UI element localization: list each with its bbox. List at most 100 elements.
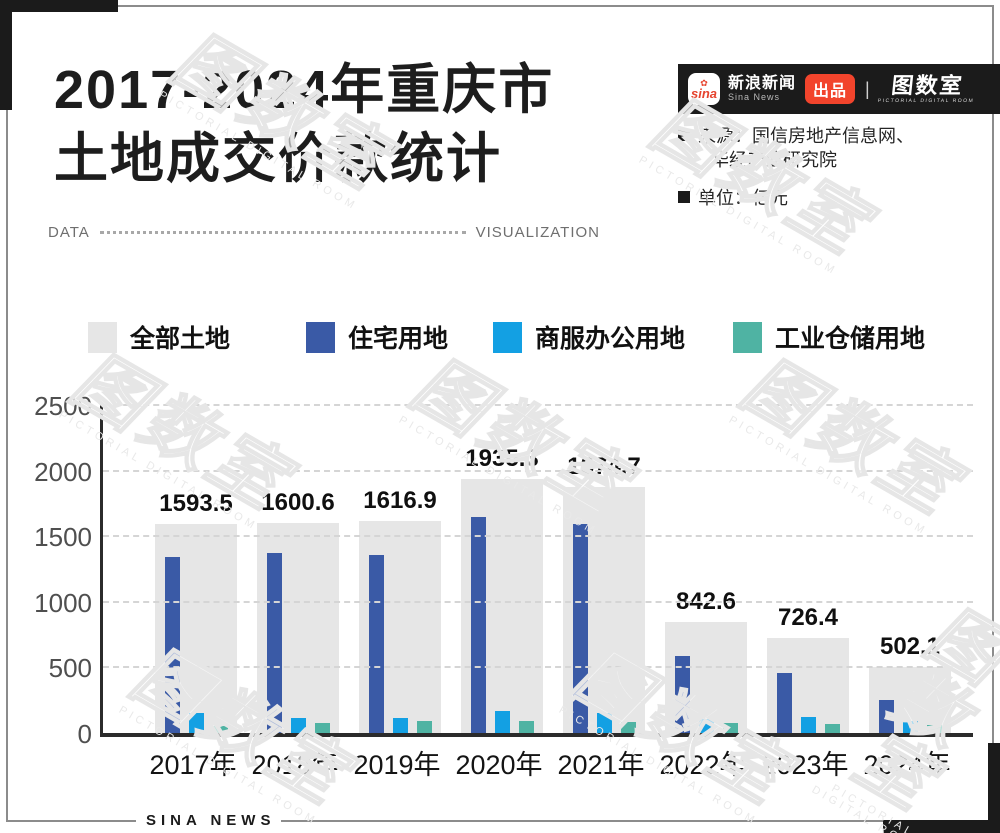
bar-group-2022年: 842.6: [665, 405, 747, 733]
gridline-2000: [103, 469, 973, 472]
legend-item-商服办公用地: 商服办公用地: [493, 319, 685, 355]
source-block: 来源：国信房地产信息网、 华经产业研究院 单位：亿元: [678, 124, 990, 223]
source-line2: 华经产业研究院: [711, 150, 837, 171]
sub-bar-住宅用地: [165, 557, 180, 733]
frame-corner-topleft-h: [0, 0, 118, 12]
legend-label: 商服办公用地: [535, 325, 686, 353]
frame-bottom-line-left: [6, 820, 136, 822]
brand-name-cn: 新浪新闻: [728, 75, 797, 93]
gridline-1000: [103, 600, 973, 603]
sub-bar-住宅用地: [267, 553, 282, 733]
y-tick-label: 1500: [34, 522, 92, 553]
frame-corner-topleft-v: [0, 0, 12, 110]
square-bullet-icon: [678, 129, 690, 141]
sub-bar-工业仓储用地: [519, 721, 534, 733]
unit-row: 单位：亿元: [678, 186, 990, 210]
sub-bar-工业仓储用地: [213, 725, 228, 733]
studio-logo: 图数室 PICTORIAL DIGITAL ROOM: [877, 72, 976, 104]
x-axis-label: 2018年: [251, 750, 339, 780]
bar-group-2017年: 1593.5: [155, 405, 237, 733]
source-text: 来源：国信房地产信息网、 华经产业研究院: [698, 124, 914, 173]
sub-bar-工业仓储用地: [621, 721, 636, 733]
frame-top-line: [118, 5, 994, 7]
legend-label: 工业仓储用地: [775, 325, 926, 353]
y-tick-label: 0: [77, 719, 92, 749]
divider-left-label: DATA: [48, 224, 90, 241]
footer-brand: SINA NEWS: [140, 812, 282, 829]
legend-label: 住宅用地: [348, 325, 449, 353]
bar-value-label: 1600.6: [261, 489, 335, 517]
bar-group-2019年: 1616.9: [359, 405, 441, 733]
legend-item-全部土地: 全部土地: [88, 319, 230, 355]
bar-value-label: 1616.9: [363, 486, 437, 514]
bar-group-2018年: 1600.6: [257, 405, 339, 733]
divider-dotted-line: [99, 231, 466, 234]
gridline-2500: [103, 404, 973, 406]
frame-corner-bottomright-h: [883, 820, 1000, 833]
bar-group-2024年: 502.1: [869, 405, 951, 733]
y-tick-label: 2500: [34, 391, 92, 421]
sub-bar-住宅用地: [369, 554, 384, 733]
sub-bar-商服办公用地: [291, 717, 306, 733]
bar-group-2023年: 726.4: [767, 405, 849, 733]
page-title-line2: 土地成交价款统计: [54, 129, 502, 190]
legend-label: 全部土地: [130, 325, 231, 353]
studio-logo-en: PICTORIAL DIGITAL ROOM: [877, 97, 975, 104]
data-visualization-divider: DATA VISUALIZATION: [48, 224, 600, 241]
sub-bar-商服办公用地: [495, 711, 510, 733]
gridline-500: [103, 666, 973, 669]
sub-bar-商服办公用地: [699, 718, 714, 733]
sub-bar-工业仓储用地: [723, 723, 738, 733]
studio-logo-cn: 图数室: [889, 72, 965, 98]
sina-logo-text: sina: [690, 85, 717, 101]
sub-bar-住宅用地: [471, 517, 486, 733]
frame-left-line: [6, 110, 8, 822]
brand-name-en: Sina News: [728, 91, 781, 102]
brand-bar-divider: |: [865, 78, 870, 99]
x-axis-label: 2024年: [863, 750, 951, 780]
divider-right-label: VISUALIZATION: [475, 224, 600, 241]
legend-swatch-icon: [733, 321, 762, 353]
legend-item-工业仓储用地: 工业仓储用地: [733, 319, 925, 355]
legend-swatch-icon: [88, 321, 117, 353]
sub-bar-商服办公用地: [801, 717, 816, 733]
x-axis-label: 2017年: [149, 750, 237, 780]
legend-item-住宅用地: 住宅用地: [306, 319, 448, 355]
bar-value-label: 1874.7: [567, 453, 641, 481]
x-axis-label: 2022年: [659, 750, 747, 780]
gridline-1500: [103, 535, 973, 538]
x-axis-label: 2021年: [557, 750, 645, 780]
x-axis-label: 2020年: [455, 750, 543, 780]
y-tick-label: 500: [48, 653, 92, 684]
bar-value-label: 502.1: [879, 633, 941, 661]
frame-right-line: [992, 5, 994, 745]
sub-bar-工业仓储用地: [825, 724, 840, 733]
x-axis-label: 2019年: [353, 750, 441, 780]
sub-bar-住宅用地: [879, 700, 894, 733]
sub-bar-商服办公用地: [189, 713, 204, 733]
sub-bar-商服办公用地: [393, 717, 408, 733]
bar-value-label: 1935.3: [465, 445, 539, 473]
plot-area: 1593.5 1600.6 1616.9 1935.3 1874.7 842.6 726.4…: [100, 404, 973, 737]
sub-bar-商服办公用地: [597, 712, 612, 733]
bar-value-label: 1593.5: [159, 489, 233, 517]
bar-value-label: 726.4: [777, 603, 839, 631]
source-line1: 来源：国信房地产信息网、: [698, 126, 914, 146]
legend-swatch-icon: [493, 321, 522, 353]
page-title: 2017-2024年重庆市 土地成交价款统计: [54, 56, 554, 194]
sina-flower-icon: ✿: [700, 77, 708, 88]
square-bullet-icon: [678, 190, 690, 203]
y-tick-label: 2000: [34, 456, 92, 487]
y-tick-label: 1000: [34, 587, 92, 618]
source-row: 来源：国信房地产信息网、 华经产业研究院: [678, 124, 990, 173]
brand-names: 新浪新闻 Sina News: [728, 75, 796, 102]
sub-bar-住宅用地: [573, 524, 588, 733]
legend-swatch-icon: [306, 321, 335, 353]
sub-bar-住宅用地: [675, 656, 690, 733]
page-title-line1: 2017-2024年重庆市: [54, 60, 555, 120]
frame-bottom-line-right: [248, 820, 885, 822]
bar-group-2021年: 1874.7: [563, 405, 645, 733]
x-axis-label: 2023年: [761, 750, 849, 780]
sub-bar-商服办公用地: [903, 720, 918, 733]
